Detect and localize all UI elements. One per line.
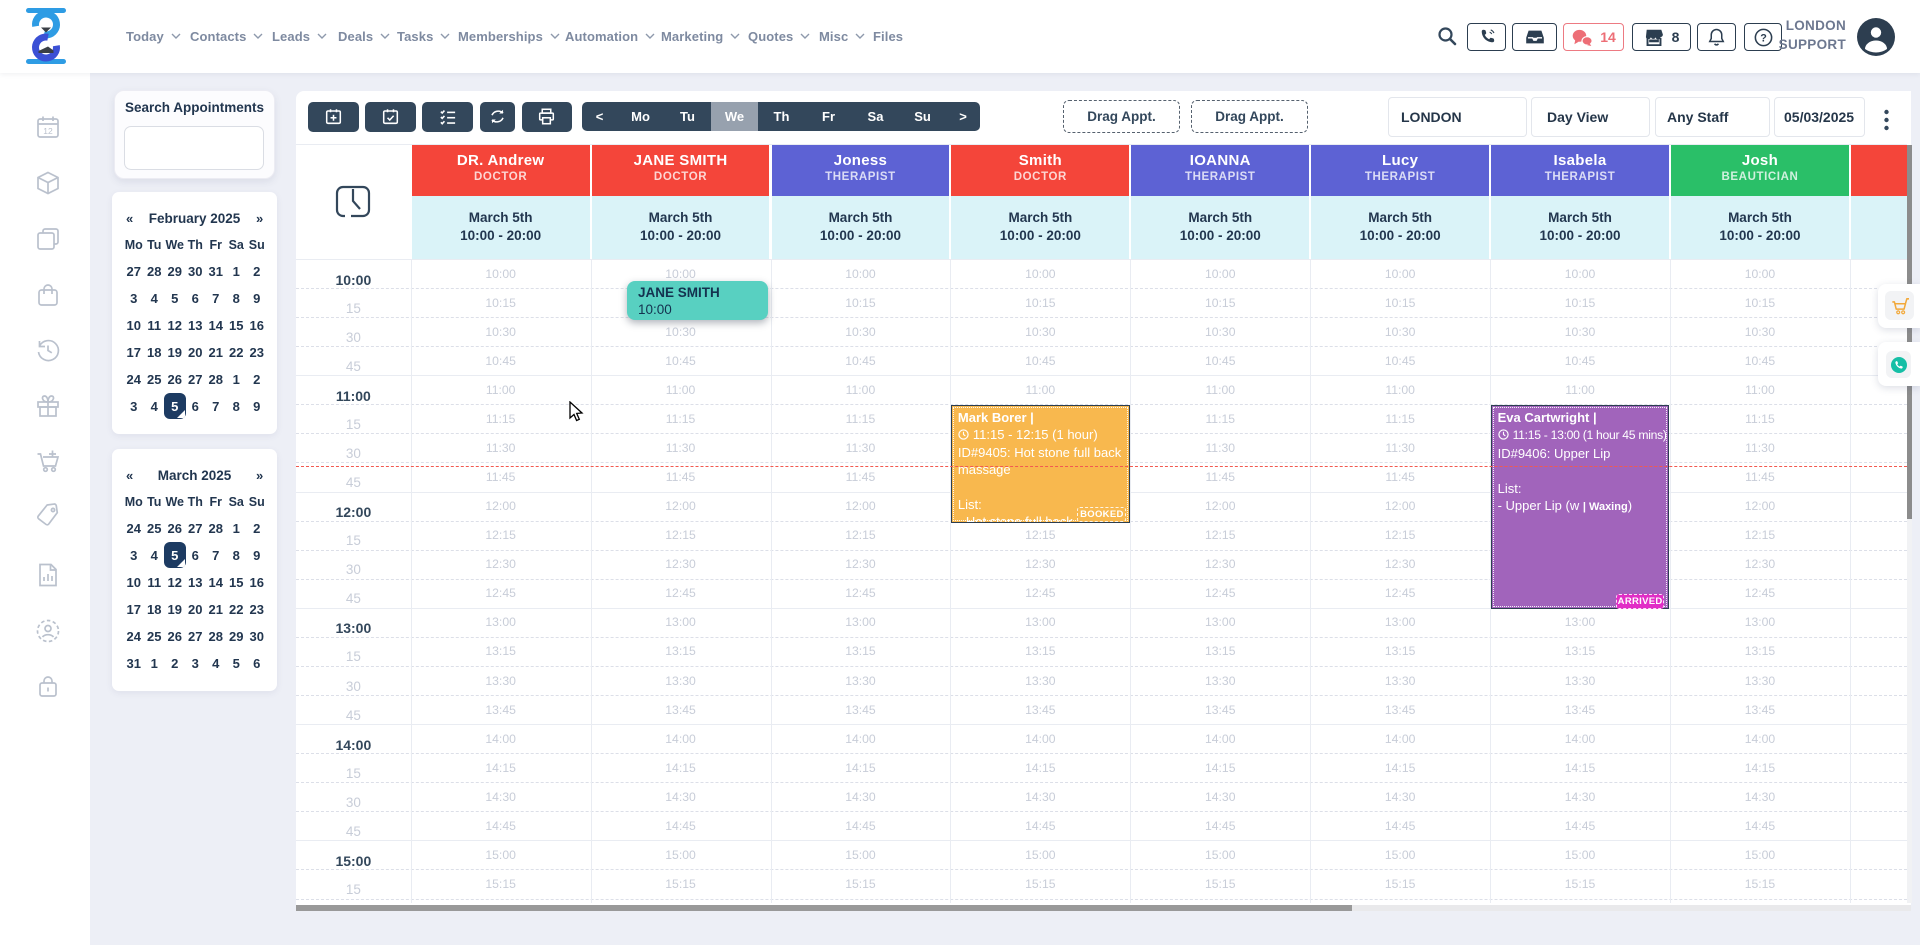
svg-text:12: 12 [43,126,53,136]
svg-text:?: ? [1760,32,1767,44]
